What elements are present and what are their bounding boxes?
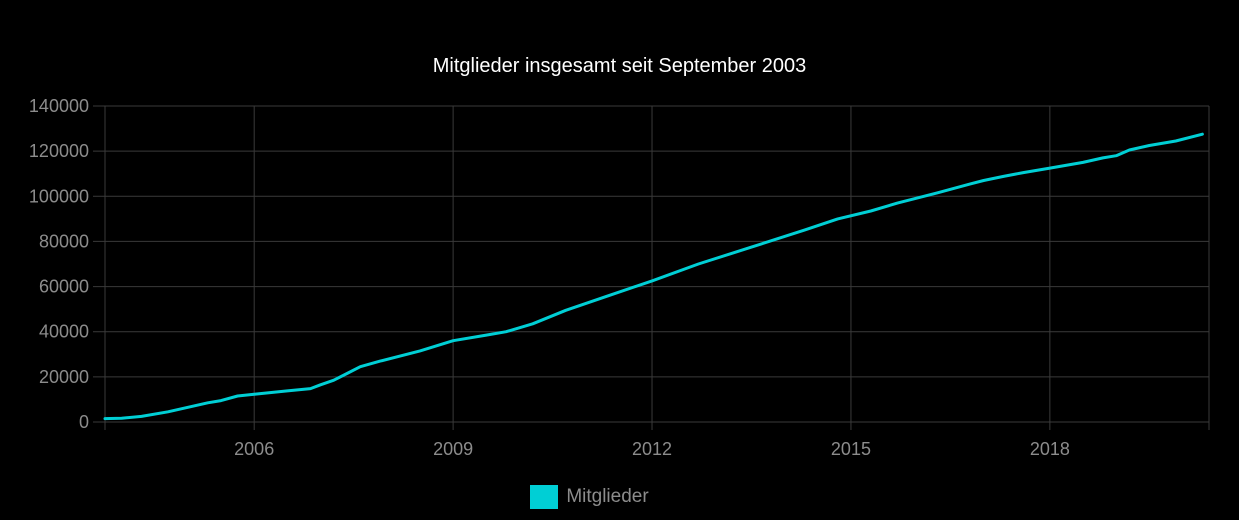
series-layer bbox=[103, 132, 1204, 421]
y-tick-label: 60000 bbox=[39, 277, 89, 297]
legend-swatch[interactable] bbox=[530, 485, 559, 509]
x-tick-label: 2009 bbox=[433, 439, 473, 459]
legend-label[interactable]: Mitglieder bbox=[566, 486, 649, 507]
y-tick-label: 80000 bbox=[39, 231, 89, 251]
x-tick-label: 2015 bbox=[831, 439, 871, 459]
x-tick-label: 2012 bbox=[632, 439, 672, 459]
y-tick-label: 120000 bbox=[29, 141, 89, 161]
chart-title: Mitglieder insgesamt seit September 2003 bbox=[432, 55, 807, 77]
x-tick-label: 2018 bbox=[1030, 439, 1070, 459]
axis-labels: 0 20000 40000 60000 80000 100000 120000 140000 2… bbox=[29, 96, 1070, 459]
series-line-mitglieder bbox=[103, 132, 1204, 421]
legend[interactable]: Mitglieder bbox=[0, 482, 1239, 512]
y-tick-label: 0 bbox=[79, 412, 89, 432]
y-tick-label: 100000 bbox=[29, 186, 89, 206]
x-tick-label: 2006 bbox=[234, 439, 274, 459]
y-tick-label: 40000 bbox=[39, 322, 89, 342]
y-tick-label: 140000 bbox=[29, 96, 89, 116]
y-tick-label: 20000 bbox=[39, 367, 89, 387]
grid-lines bbox=[93, 105, 1210, 430]
